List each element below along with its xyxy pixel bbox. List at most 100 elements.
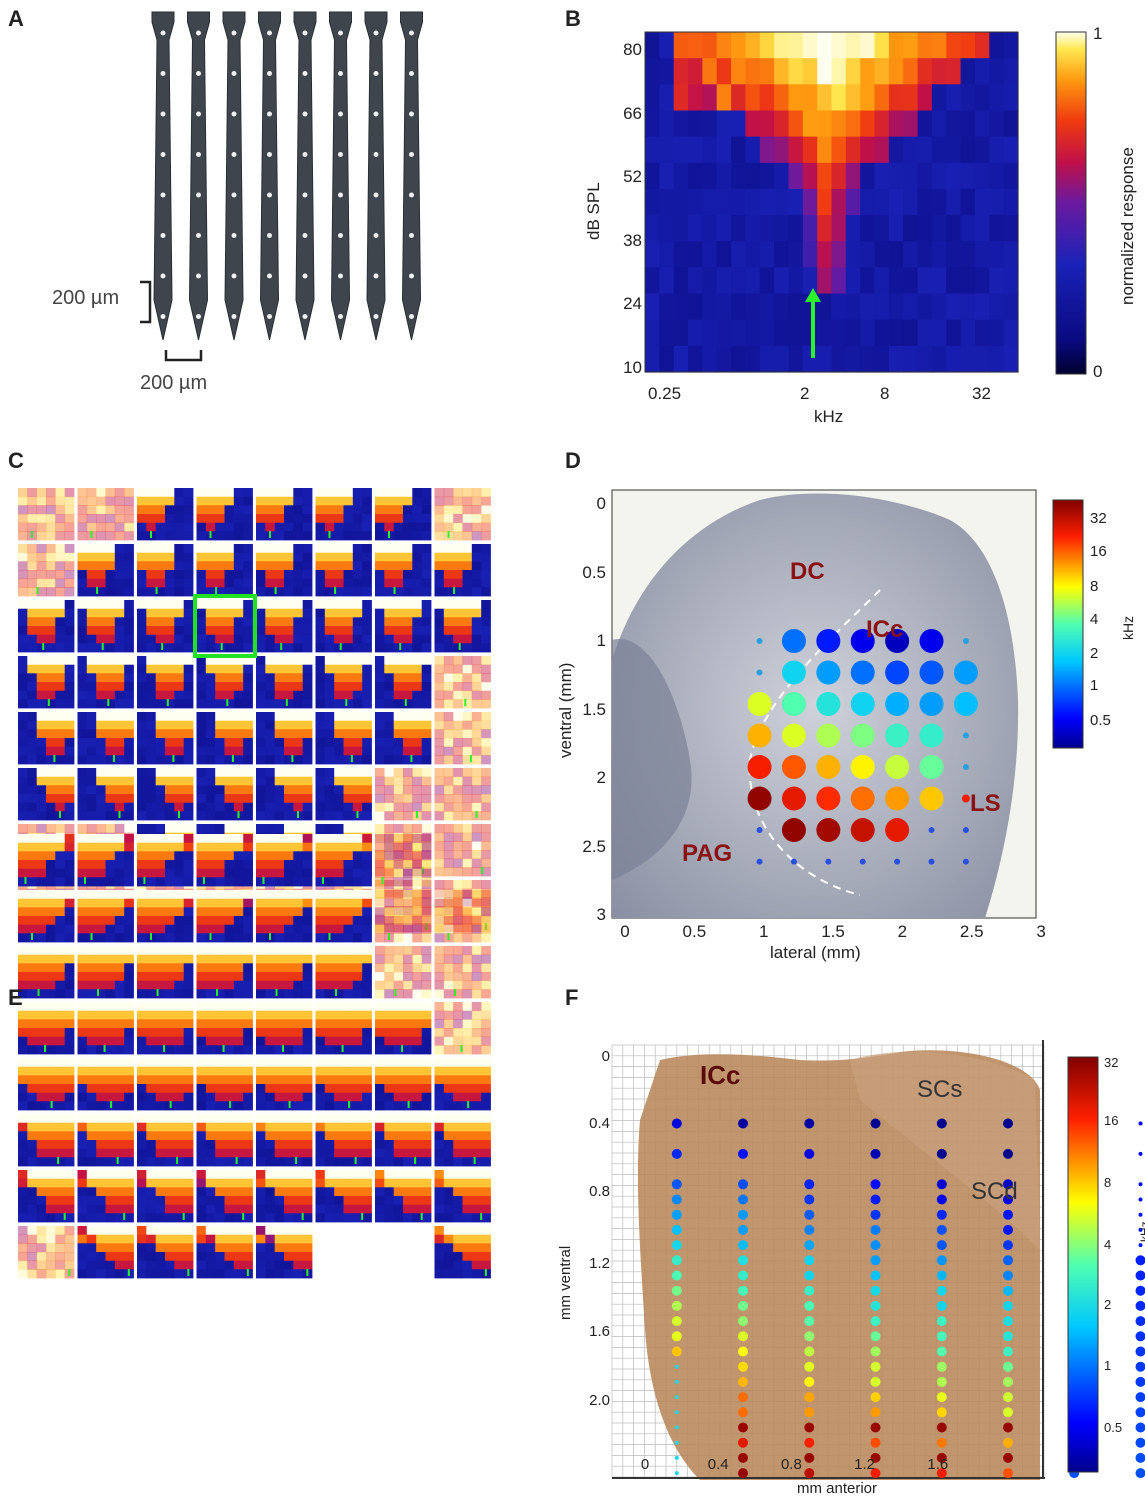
tile-cell [124,712,134,722]
tile-cell [293,656,303,666]
heatmap-cell [831,345,847,373]
heatmap-cell [975,110,990,138]
tile-cell [362,720,372,730]
tile-cell [55,946,65,956]
tile-cell [412,924,422,934]
tile-cell [403,794,413,804]
tile-cell [174,1028,184,1038]
tile-cell [274,720,285,730]
heatmap-cell [817,32,833,59]
tile-cell [403,914,413,924]
heatmap-cell [673,267,689,295]
tile-cell [324,1045,335,1055]
heatmap-cell [802,345,818,373]
tile-cell [315,496,326,506]
tile-cell [453,914,463,924]
tile-cell [375,1084,385,1094]
tile-cell [243,907,253,917]
tile-cell [315,802,326,812]
tile-cell [146,682,156,692]
tile-cell [393,664,404,674]
tile-cell [205,673,216,683]
tile-cell [64,851,75,861]
heatmap-cell [845,293,861,321]
tile-cell [36,617,47,627]
tile-cell [421,699,432,709]
tile-cell [274,980,285,990]
tile-cell [293,608,303,618]
tuning-tile [18,1170,75,1223]
tile-cell [352,608,363,618]
tile-cell [302,1002,313,1012]
tile-cell [215,643,225,653]
tile-cell [196,1157,207,1167]
tile-cell [77,755,88,765]
tile-cell [224,890,235,900]
tile-cell [412,906,422,916]
tile-cell [196,561,207,571]
tile-cell [36,851,47,861]
tile-cell [343,1157,354,1167]
heatmap-cell [845,188,861,216]
tile-cell [352,916,363,926]
tile-cell [137,768,147,778]
tile-cell [352,1019,363,1029]
tile-cell [137,1196,147,1206]
tile-cell [124,570,134,580]
tile-cell [421,1131,432,1141]
tile-cell [64,712,75,722]
tile-cell [284,673,294,683]
tile-cell [453,1101,463,1111]
heatmap-cell [917,32,933,59]
tile-cell [55,972,65,982]
tile-cell [443,755,454,765]
tile-cell [137,578,147,588]
tile-cell [77,552,88,562]
tile-cell [274,1196,285,1206]
tile-cell [27,600,37,610]
tile-cell [224,868,235,878]
tile-cell [215,1114,225,1124]
tile-cell [146,954,156,964]
tile-cell [403,712,413,722]
tile-cell [302,1028,313,1038]
tile-cell [384,851,394,861]
tile-cell [403,1122,413,1132]
tile-cell [105,980,116,990]
tile-cell [146,785,156,795]
probe-shank [400,11,423,341]
tile-cell [124,505,134,515]
tile-cell [384,1028,394,1038]
tile-cell [137,860,147,870]
tile-cell [375,832,385,842]
tile-cell [105,1084,116,1094]
tile-cell [434,898,445,908]
tile-cell [434,1140,445,1150]
tile-cell [302,1075,313,1085]
tile-cell [334,834,344,844]
tile-cell [384,587,394,597]
tile-cell [343,933,354,943]
tile-cell [86,802,97,812]
tile-cell [146,768,156,778]
tile-cell [293,505,303,515]
tile-cell [183,1045,194,1055]
tile-cell [443,514,454,524]
tile-cell [165,514,175,524]
tile-cell [434,1036,445,1046]
tile-cell [412,785,422,795]
tile-cell [105,1010,116,1020]
tile-cell [343,643,354,653]
tile-cell [471,738,482,748]
tile-cell [165,664,175,674]
tuning-tile [375,1058,432,1111]
tile-cell [233,1204,244,1214]
site-dot-small [756,827,763,834]
tile-cell [18,972,28,982]
tile-cell [55,980,65,990]
tile-cell [265,1122,275,1132]
heatmap-cell [688,162,703,190]
tile-cell [243,720,253,730]
tile-cell [393,1148,404,1158]
tile-cell [46,877,56,887]
